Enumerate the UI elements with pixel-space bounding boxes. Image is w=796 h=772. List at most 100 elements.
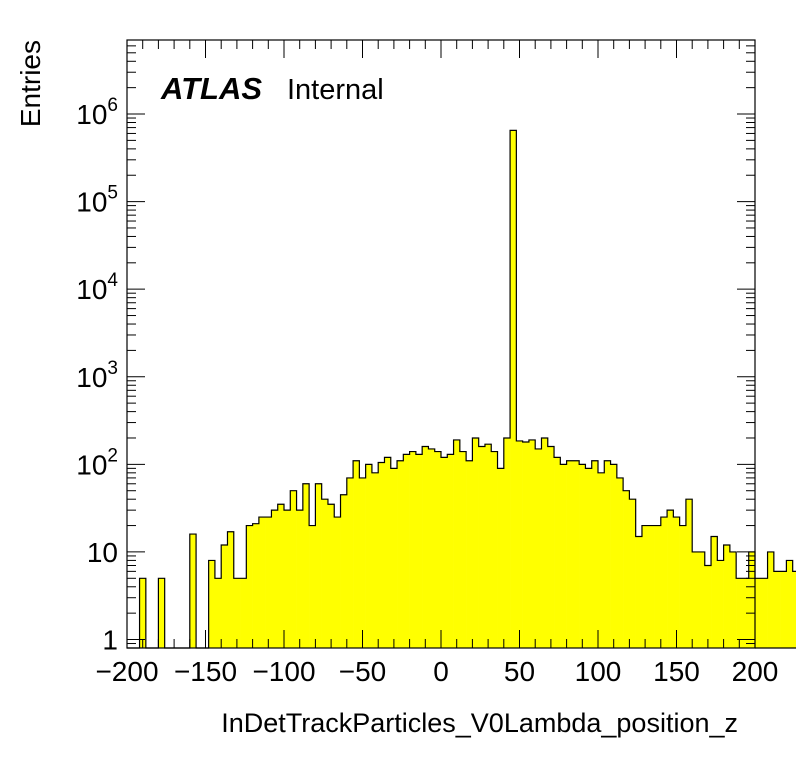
histogram-bar <box>334 517 341 648</box>
histogram-bar <box>510 130 517 648</box>
histogram-bar <box>472 437 479 648</box>
y-axis-label: Entries <box>15 40 46 127</box>
histogram-bar <box>208 560 216 648</box>
y-tick-label: 10 <box>87 537 118 568</box>
histogram-bar <box>786 560 793 648</box>
x-tick-label: 50 <box>504 656 535 687</box>
x-tick-label: −200 <box>95 656 158 687</box>
histogram-bar <box>673 517 680 648</box>
histogram-bar <box>265 517 272 648</box>
histogram-bar <box>403 454 410 648</box>
histogram-bar <box>623 490 630 648</box>
histogram-bar <box>773 571 781 648</box>
histogram-bar <box>566 460 574 648</box>
histogram-bar <box>535 448 542 648</box>
histogram-bar <box>629 499 636 648</box>
histogram-bar <box>290 490 297 648</box>
x-tick-label: −100 <box>252 656 315 687</box>
histogram-bar <box>761 578 768 648</box>
histogram-bar <box>598 472 605 648</box>
histogram-bar <box>579 464 586 648</box>
histogram-bar <box>554 457 561 648</box>
y-tick-label: 1 <box>102 625 118 656</box>
histogram-bar <box>409 451 417 648</box>
histogram-bar <box>729 551 737 648</box>
histogram-bar <box>484 444 492 648</box>
histogram-bar <box>591 460 599 648</box>
histogram-bar <box>271 510 279 648</box>
histogram-bar <box>384 457 392 648</box>
histogram-bar <box>528 439 536 648</box>
histogram-bar <box>158 578 165 648</box>
histogram-bar <box>227 531 235 648</box>
y-tick-label: 103 <box>76 358 118 393</box>
histogram-bar <box>240 578 247 648</box>
histogram-bar <box>221 544 228 648</box>
histogram-bar <box>491 451 498 648</box>
histogram-bar <box>296 510 304 648</box>
x-axis-label: InDetTrackParticles_V0Lambda_position_z <box>221 708 738 738</box>
atlas-label: ATLAS <box>160 71 262 106</box>
histogram-bar <box>397 460 404 648</box>
histogram-bar <box>755 578 762 648</box>
plot-frame <box>126 39 756 649</box>
histogram-bar <box>654 525 662 648</box>
histogram-bar <box>302 483 310 648</box>
histogram-bar <box>792 571 796 648</box>
y-tick-labels: 1 10 102 103 104 105 106 <box>76 95 118 655</box>
histogram-bar <box>616 477 624 648</box>
histogram-bar <box>252 523 260 648</box>
histogram-bar <box>742 578 750 648</box>
y-tick-label: 105 <box>76 183 118 218</box>
histogram-bar <box>327 504 335 648</box>
histogram-bar <box>648 525 655 648</box>
histogram-bars <box>139 130 796 648</box>
internal-label: Internal <box>287 74 384 106</box>
y-tick-label: 106 <box>76 95 118 130</box>
histogram-bar <box>679 525 687 648</box>
histogram-bar <box>422 446 429 648</box>
histogram-bar <box>635 536 643 648</box>
histogram-bar <box>585 468 593 648</box>
histogram-bar <box>447 454 454 648</box>
histogram-bar <box>466 460 473 648</box>
histogram-bar <box>685 499 693 648</box>
histogram-bar <box>246 525 253 648</box>
histogram-bar <box>748 551 756 648</box>
axis-ticks <box>126 39 756 649</box>
histogram-bar <box>711 536 718 648</box>
histogram-bar <box>610 464 618 648</box>
x-tick-labels: −200 −150 −100 −50 0 50 100 150 200 <box>95 656 778 687</box>
histogram-bar <box>541 437 549 648</box>
histogram-bar <box>428 448 436 648</box>
histogram-bar <box>214 578 222 648</box>
histogram-bar <box>641 525 649 648</box>
histogram-bar <box>359 477 366 648</box>
histogram-bar <box>604 460 611 648</box>
histogram-bar <box>459 451 467 648</box>
histogram-bar <box>767 551 775 648</box>
histogram-bar <box>478 446 486 648</box>
histogram-bar <box>315 483 322 648</box>
histogram-bar <box>698 551 706 648</box>
x-tick-label: 150 <box>653 656 700 687</box>
histogram-bar <box>258 517 266 648</box>
histogram-bar <box>365 464 373 648</box>
histogram-bar <box>434 451 442 648</box>
histogram-bar <box>503 437 511 648</box>
x-tick-label: 0 <box>433 656 449 687</box>
histogram-bar <box>780 571 787 648</box>
histogram-bar <box>346 477 354 648</box>
histogram-bar <box>736 578 743 648</box>
histogram-bar <box>453 439 461 648</box>
histogram-outline <box>127 129 796 649</box>
histogram-bar <box>353 460 360 648</box>
histogram-bar <box>516 440 523 648</box>
histogram-bar <box>233 578 241 648</box>
histogram-bar <box>378 462 385 648</box>
histogram-bar <box>284 510 291 648</box>
histogram-bar <box>522 441 530 648</box>
x-tick-label: 100 <box>575 656 622 687</box>
histogram-bar <box>572 460 580 648</box>
